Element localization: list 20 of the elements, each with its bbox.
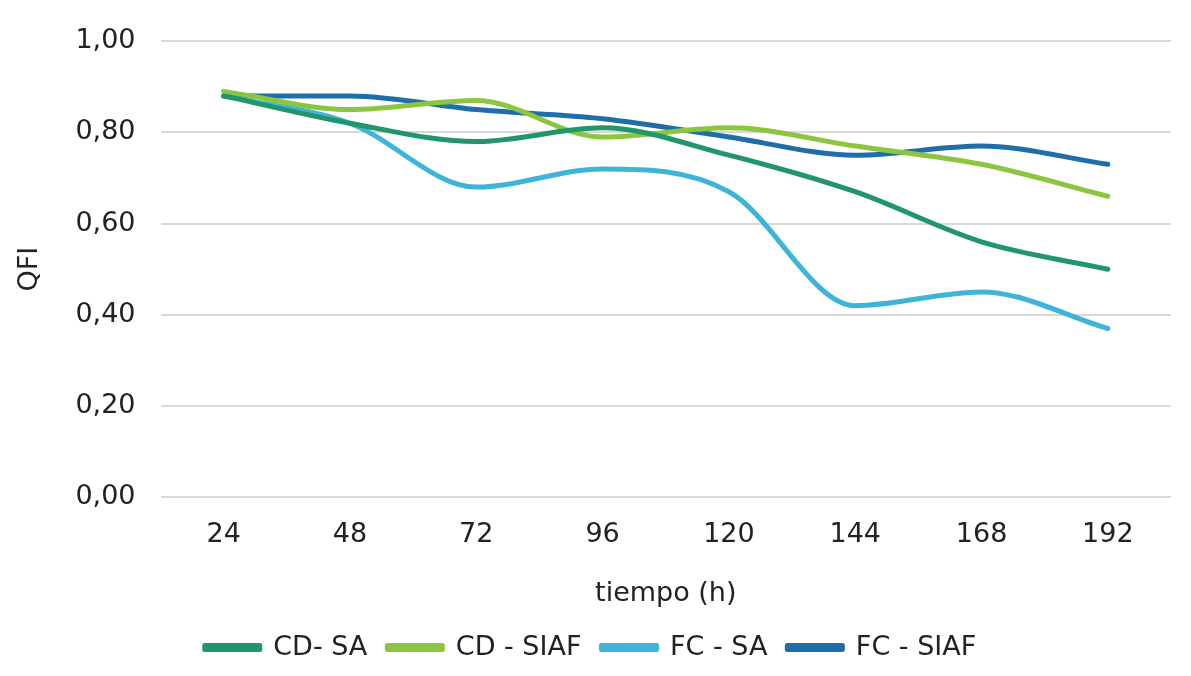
y-tick-label: 0,20 [75, 388, 136, 420]
y-tick-label: 0,60 [75, 205, 136, 237]
x-tick-label: 72 [459, 517, 494, 549]
x-tick-label: 192 [1082, 517, 1134, 549]
y-axis-title: QFI [12, 246, 44, 292]
y-tick-label: 1,00 [75, 23, 136, 55]
legend-label: FC - SA [669, 629, 768, 661]
legend-label: CD- SA [273, 629, 368, 661]
y-tick-label: 0,80 [75, 114, 136, 146]
x-tick-label: 144 [829, 517, 881, 549]
y-tick-label: 0,00 [75, 479, 136, 511]
x-axis-title: tiempo (h) [595, 575, 737, 607]
x-tick-label: 24 [206, 517, 241, 549]
x-tick-label: 120 [703, 517, 755, 549]
x-tick-label: 48 [332, 517, 368, 549]
x-tick-label: 96 [585, 517, 620, 549]
legend-label: CD - SIAF [455, 629, 582, 661]
y-tick-label: 0,40 [75, 296, 136, 328]
x-tick-label: 168 [955, 517, 1008, 549]
legend-label: FC - SIAF [855, 629, 977, 661]
